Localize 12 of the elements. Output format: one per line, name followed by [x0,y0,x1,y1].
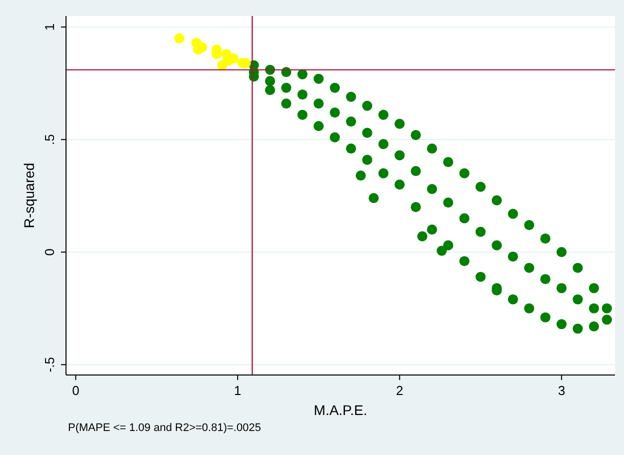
y-tick-label: 1 [42,23,57,31]
x-tick-label: 2 [396,383,404,398]
point [174,33,184,44]
x-tick-label: 1 [234,383,242,398]
x-tick-label: 0 [72,383,80,398]
y-tick-label: -.5 [42,357,57,372]
x-axis-title: M.A.P.E. [314,402,368,418]
x-tick-label: 3 [558,383,566,398]
text: P(MAPE <= 1.09 and R2>=0.81)=.0025 [68,422,261,434]
y-tick-label: 0 [42,248,57,256]
y-tick-label: .5 [42,134,57,145]
y-axis-title: R-squared [21,162,37,228]
